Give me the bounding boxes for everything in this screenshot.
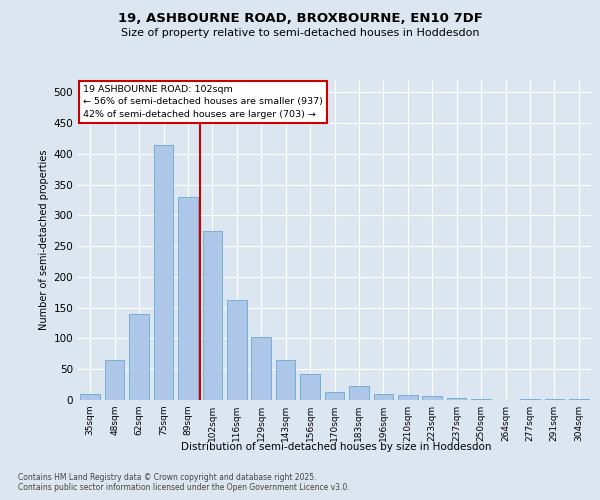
Bar [349, 386, 368, 400]
Bar [178, 197, 198, 400]
Bar [276, 360, 295, 400]
Bar [325, 392, 344, 400]
Bar [569, 399, 589, 400]
Bar [422, 396, 442, 400]
Bar [227, 300, 247, 400]
Bar [300, 374, 320, 400]
Text: Contains HM Land Registry data © Crown copyright and database right 2025.: Contains HM Land Registry data © Crown c… [18, 472, 317, 482]
Bar [203, 231, 222, 400]
Bar [154, 144, 173, 400]
Text: Size of property relative to semi-detached houses in Hoddesdon: Size of property relative to semi-detach… [121, 28, 479, 38]
Text: Distribution of semi-detached houses by size in Hoddesdon: Distribution of semi-detached houses by … [181, 442, 491, 452]
Bar [130, 314, 149, 400]
Bar [447, 398, 466, 400]
Bar [105, 360, 124, 400]
Bar [80, 394, 100, 400]
Bar [398, 395, 418, 400]
Text: 19 ASHBOURNE ROAD: 102sqm
← 56% of semi-detached houses are smaller (937)
42% of: 19 ASHBOURNE ROAD: 102sqm ← 56% of semi-… [83, 85, 323, 119]
Bar [374, 394, 393, 400]
Text: Contains public sector information licensed under the Open Government Licence v3: Contains public sector information licen… [18, 484, 350, 492]
Bar [251, 336, 271, 400]
Y-axis label: Number of semi-detached properties: Number of semi-detached properties [39, 150, 49, 330]
Text: 19, ASHBOURNE ROAD, BROXBOURNE, EN10 7DF: 19, ASHBOURNE ROAD, BROXBOURNE, EN10 7DF [118, 12, 482, 26]
Bar [472, 399, 491, 400]
